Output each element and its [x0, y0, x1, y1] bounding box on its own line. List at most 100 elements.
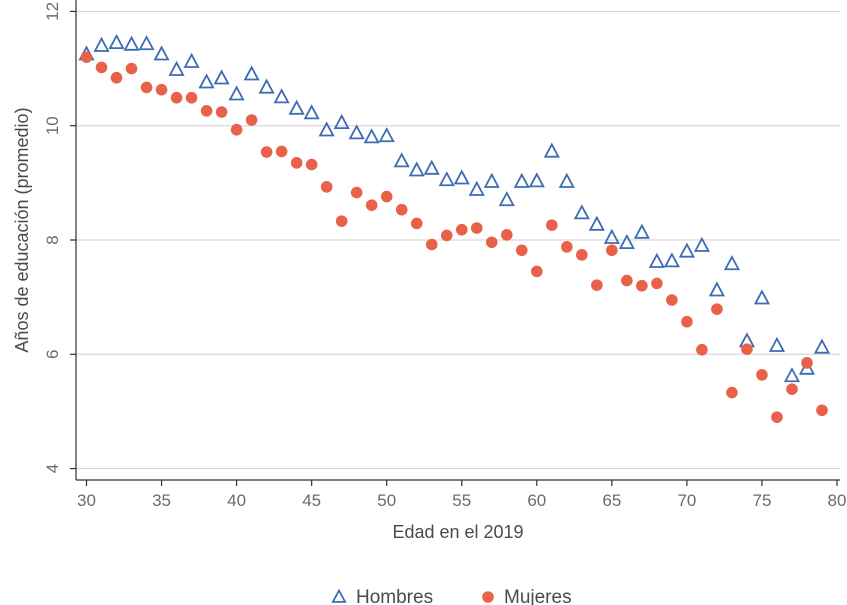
point-hombres-53 [423, 159, 440, 175]
legend-label-hombres: Hombres [356, 587, 433, 605]
legend-circle-icon [482, 591, 494, 603]
point-hombres-76 [768, 336, 786, 352]
point-hombres-47 [333, 113, 350, 130]
point-mujeres-45 [305, 158, 318, 171]
point-hombres-32 [108, 33, 125, 50]
legend-item-mujeres: Mujeres [482, 587, 572, 605]
series-mujeres [80, 51, 828, 423]
point-mujeres-35 [155, 83, 168, 96]
point-mujeres-73 [726, 386, 738, 399]
point-hombres-59 [513, 172, 530, 188]
x-axis-title: Edad en el 2019 [392, 522, 523, 542]
tick-labels: 4 6 8 10 12 30 35 40 45 50 55 60 65 70 75 80 [43, 2, 847, 510]
point-hombres-62 [558, 172, 575, 188]
point-mujeres-58 [500, 229, 513, 241]
y-tick-label-12: 12 [43, 2, 62, 21]
point-mujeres-70 [681, 315, 693, 328]
point-mujeres-32 [110, 71, 123, 84]
y-axis-title: Años de educación (promedio) [12, 107, 32, 352]
point-mujeres-31 [95, 61, 108, 74]
point-mujeres-59 [515, 244, 528, 257]
point-mujeres-62 [561, 241, 573, 253]
point-hombres-34 [138, 35, 155, 51]
legend: Hombres Mujeres [331, 587, 572, 605]
point-hombres-67 [633, 223, 650, 239]
point-hombres-37 [183, 52, 200, 68]
point-mujeres-30 [80, 51, 93, 63]
point-mujeres-57 [485, 236, 498, 249]
point-mujeres-74 [741, 343, 753, 355]
point-hombres-58 [498, 191, 515, 207]
point-hombres-41 [243, 65, 260, 81]
point-hombres-61 [543, 142, 560, 158]
x-tick-label-40: 40 [227, 491, 246, 510]
point-mujeres-61 [546, 219, 558, 231]
point-mujeres-54 [440, 229, 453, 242]
point-mujeres-67 [636, 279, 648, 292]
point-hombres-63 [573, 204, 590, 220]
point-mujeres-48 [350, 186, 363, 199]
point-hombres-50 [378, 127, 395, 143]
point-mujeres-65 [606, 244, 618, 257]
x-tick-label-30: 30 [77, 491, 96, 510]
point-hombres-49 [363, 128, 380, 144]
point-mujeres-68 [651, 277, 663, 290]
point-hombres-51 [393, 152, 410, 168]
point-hombres-73 [723, 255, 740, 271]
x-tick-label-50: 50 [377, 491, 396, 510]
point-hombres-69 [663, 252, 680, 268]
point-hombres-65 [603, 228, 620, 244]
grid-lines [76, 10, 840, 470]
point-hombres-42 [258, 78, 275, 94]
point-hombres-71 [693, 236, 710, 252]
x-tick-label-55: 55 [452, 491, 471, 510]
point-hombres-52 [408, 161, 425, 177]
legend-label-mujeres: Mujeres [504, 587, 572, 605]
point-mujeres-41 [245, 114, 258, 126]
x-tick-label-70: 70 [677, 491, 696, 510]
point-hombres-46 [318, 121, 335, 137]
point-mujeres-53 [425, 238, 438, 251]
y-tick-label-4: 4 [43, 464, 62, 473]
point-hombres-35 [153, 45, 170, 61]
y-tick-label-8: 8 [43, 235, 62, 244]
x-tick-label-80: 80 [828, 491, 847, 510]
point-hombres-66 [618, 233, 635, 250]
point-mujeres-72 [711, 303, 723, 315]
point-hombres-77 [783, 367, 801, 383]
point-mujeres-78 [801, 357, 813, 369]
point-hombres-78 [798, 359, 816, 375]
point-mujeres-63 [576, 249, 588, 261]
point-hombres-72 [708, 281, 725, 297]
point-mujeres-39 [215, 106, 228, 118]
y-tick-label-10: 10 [43, 116, 62, 135]
point-mujeres-55 [455, 223, 468, 236]
point-mujeres-37 [185, 91, 198, 104]
point-mujeres-33 [125, 62, 138, 75]
point-hombres-70 [678, 242, 695, 258]
point-mujeres-44 [290, 157, 303, 169]
point-hombres-33 [123, 35, 140, 51]
point-hombres-75 [753, 289, 771, 305]
point-hombres-44 [288, 99, 305, 115]
point-mujeres-47 [335, 215, 348, 227]
point-hombres-38 [198, 73, 215, 89]
legend-triangle-icon [331, 588, 347, 603]
legend-item-hombres: Hombres [331, 587, 433, 605]
x-tick-label-35: 35 [152, 491, 171, 510]
point-hombres-68 [648, 252, 665, 268]
point-mujeres-42 [260, 146, 273, 158]
point-mujeres-66 [621, 274, 633, 287]
data-points [78, 33, 831, 423]
point-hombres-45 [303, 104, 320, 120]
series-hombres [78, 33, 831, 383]
point-hombres-57 [483, 172, 500, 188]
point-mujeres-52 [410, 217, 423, 230]
point-hombres-64 [588, 215, 605, 231]
point-hombres-60 [528, 172, 545, 188]
point-mujeres-71 [696, 343, 708, 356]
point-mujeres-49 [365, 199, 378, 211]
point-hombres-54 [438, 171, 455, 187]
x-tick-label-45: 45 [302, 491, 321, 510]
point-mujeres-56 [470, 222, 483, 234]
